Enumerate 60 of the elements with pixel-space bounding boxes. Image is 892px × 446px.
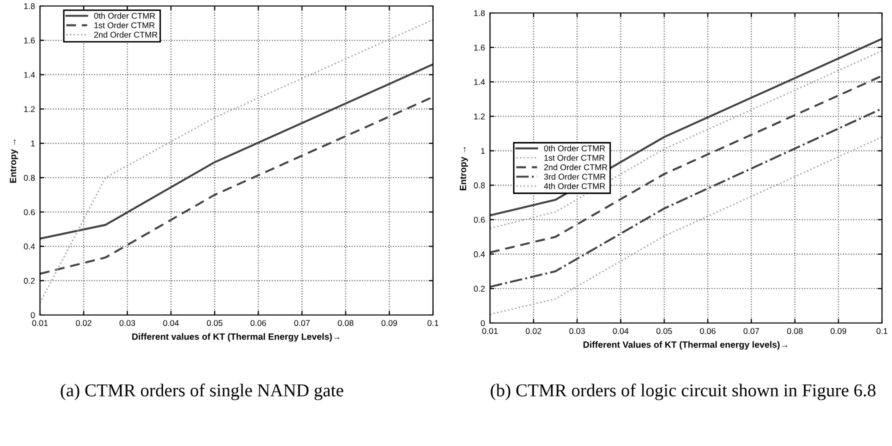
line-series bbox=[490, 74, 882, 254]
y-tick-label: 0 bbox=[30, 312, 35, 318]
y-tick-label: 0.2 bbox=[24, 278, 35, 284]
y-tick-label: 1.2 bbox=[24, 106, 35, 112]
x-tick-label: 0.03 bbox=[569, 328, 585, 334]
y-tick-label: 1.6 bbox=[24, 38, 35, 44]
x-tick-label: 0.05 bbox=[656, 328, 672, 334]
legend-label: 0th Order CTMR bbox=[94, 12, 156, 19]
legend-label: 0th Order CTMR bbox=[544, 145, 605, 152]
y-tick-label: 1 bbox=[31, 140, 35, 146]
legend-label: 1st Order CTMR bbox=[544, 154, 604, 161]
x-tick-label: 0.03 bbox=[120, 320, 136, 326]
x-tick-label: 0.07 bbox=[744, 328, 760, 334]
line-series bbox=[40, 63, 433, 240]
y-tick-label: 0 bbox=[480, 320, 485, 326]
y-axis-title: Entropy → bbox=[460, 147, 468, 190]
y-tick-label: 0.6 bbox=[474, 216, 485, 223]
x-tick-label: 0.06 bbox=[700, 328, 716, 334]
y-tick-label: 1 bbox=[481, 148, 485, 154]
y-tick-label: 1.8 bbox=[474, 10, 485, 16]
y-tick-label: 1.8 bbox=[24, 3, 35, 10]
legend-label: 3rd Order CTMR bbox=[544, 174, 606, 180]
y-axis-title: Entropy → bbox=[10, 140, 18, 183]
legend-label: 4th Order CTMR bbox=[544, 182, 605, 190]
y-tick-label: 1.2 bbox=[474, 114, 485, 120]
x-tick-label: 0.02 bbox=[526, 328, 542, 334]
x-tick-label: 0.09 bbox=[830, 328, 846, 334]
x-tick-label: 0.08 bbox=[787, 328, 803, 334]
legend-label: 2nd Order CTMR bbox=[94, 32, 158, 38]
x-tick-label: 0.04 bbox=[612, 328, 629, 334]
legend-label: 1st Order CTMR bbox=[94, 22, 155, 28]
x-tick-label: 0.06 bbox=[250, 320, 266, 326]
legend-label: 2nd Order CTMR bbox=[544, 164, 608, 170]
x-tick-label: 0.08 bbox=[338, 320, 354, 326]
y-tick-label: 1.4 bbox=[474, 79, 485, 85]
x-axis-title: Different Values of KT (Thermal energy levels)→ bbox=[584, 341, 788, 350]
y-tick-label: 0.4 bbox=[24, 244, 35, 250]
y-tick-label: 0.4 bbox=[474, 251, 485, 258]
x-tick-label: 0.02 bbox=[76, 320, 92, 326]
line-series bbox=[40, 96, 433, 275]
y-tick-label: 0.2 bbox=[474, 286, 485, 292]
text: (a) CTMR orders of single NAND gate bbox=[60, 384, 344, 400]
x-tick-label: 0.1 bbox=[876, 328, 888, 334]
x-tick-label: 0.07 bbox=[294, 320, 310, 326]
line-series bbox=[40, 19, 433, 304]
x-axis-title: Different values of KT (Thermal Energy Levels)→ bbox=[132, 333, 340, 342]
x-tick-label: 0.01 bbox=[32, 320, 48, 326]
x-tick-label: 0.09 bbox=[382, 320, 398, 326]
y-tick-label: 1.6 bbox=[474, 44, 485, 51]
text: (b) CTMR orders of logic circuit shown in Figure 6.8 bbox=[490, 384, 876, 400]
y-tick-label: 0.8 bbox=[24, 174, 35, 181]
y-tick-label: 1.4 bbox=[24, 72, 35, 78]
y-tick-label: 0.8 bbox=[474, 182, 485, 188]
line-series bbox=[490, 108, 882, 288]
x-tick-label: 0.1 bbox=[428, 320, 438, 326]
line-series bbox=[490, 136, 882, 316]
x-tick-label: 0.04 bbox=[163, 320, 179, 326]
y-tick-label: 0.6 bbox=[24, 209, 35, 216]
x-tick-label: 0.05 bbox=[206, 320, 222, 326]
x-tick-label: 0.01 bbox=[482, 328, 498, 334]
